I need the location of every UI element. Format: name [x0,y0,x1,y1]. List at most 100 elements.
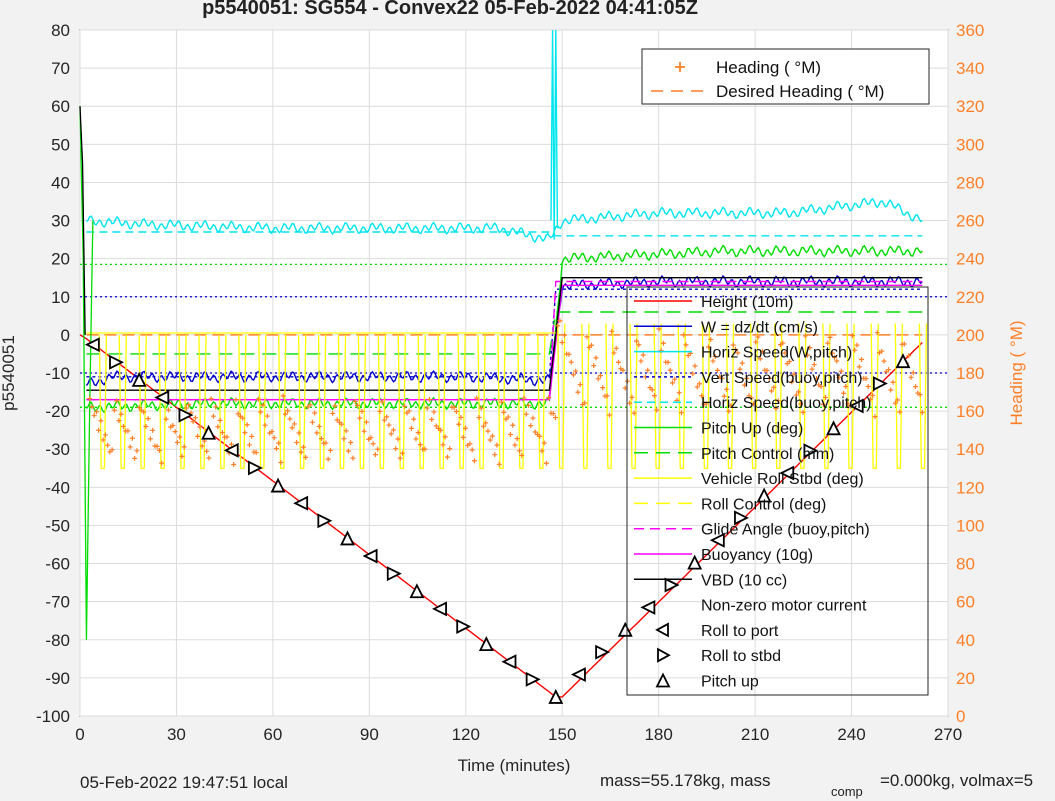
heading-marker [206,455,212,461]
heading-marker [672,376,678,382]
heading-marker [823,394,829,400]
heading-marker [381,417,387,423]
heading-marker [523,411,529,417]
heading-marker [127,444,133,450]
heading-marker [827,334,833,340]
heading-marker [278,460,284,466]
heading-marker [276,440,282,446]
y-tick-label: -70 [45,593,70,612]
heading-marker [354,402,360,408]
y-tick-label: -20 [45,402,70,421]
y-tick-label: 0 [61,326,70,345]
roll-spike [178,334,187,469]
heading-marker [181,444,187,450]
roll-marker [432,601,447,617]
roll-spike [437,334,446,469]
heading-marker [771,384,777,390]
roll-spike [317,334,327,469]
heading-marker [280,393,286,399]
heading-marker [143,424,149,430]
y-tick-label: 40 [51,173,70,192]
heading-marker [775,398,781,404]
heading-marker [888,387,894,393]
heading-marker [789,379,795,385]
heading-marker [620,367,626,373]
heading-marker [595,376,601,382]
roll-spike [477,334,486,469]
heading-marker [453,408,459,414]
heading-marker [357,415,363,421]
heading-marker [721,393,727,399]
heading-marker [850,333,856,339]
roll-marker [84,337,100,353]
roll-spike [537,334,546,469]
heading-marker [710,358,716,364]
heading-marker [474,395,480,401]
heading-marker [386,422,392,428]
axes: 0 30 60 90 120 150 180 210 240 270 80 70 60 50 40 30 20 1… [0,21,1026,775]
heading-marker [426,396,432,402]
heading-marker [289,425,295,431]
heading-marker [760,348,766,354]
heading-marker [415,430,421,436]
y2-tick-label: 140 [956,440,984,459]
heading-marker [886,367,892,373]
heading-marker [665,359,671,365]
legend-main-entry: Horiz Speed(buoy,pitch) [701,395,871,412]
y-tick-label: 70 [51,59,70,78]
y2-tick-label: 60 [956,593,975,612]
heading-marker [105,442,111,448]
heading-marker [906,353,912,359]
y2-tick-label: 320 [956,97,984,116]
roll-spike [497,334,506,469]
heading-marker [215,424,221,430]
heading-marker [516,448,522,454]
heading-marker [798,401,804,407]
y2-tick-label: 300 [956,135,984,154]
heading-marker [703,401,709,407]
heading-marker [388,431,394,437]
roll-marker [340,530,355,546]
legend-top-swatch [675,62,685,72]
series-line [86,231,923,237]
y2-tick-label: 280 [956,173,984,192]
heading-marker [737,366,743,372]
heading-marker [177,434,183,440]
roll-marker [293,495,309,511]
heading-marker [372,452,378,458]
heading-marker [782,350,788,356]
heading-marker [183,405,189,411]
y2-tick-label: 80 [956,555,975,574]
heading-marker [588,342,594,348]
heading-marker [233,397,239,403]
roll-marker [501,654,517,670]
heading-marker [332,403,338,409]
heading-marker [863,376,869,382]
heading-marker [228,441,234,447]
heading-marker [780,340,786,346]
heading-marker [159,460,165,466]
heading-marker [600,385,606,391]
footer-mass: mass=55.178kg, mass [600,771,771,790]
heading-marker [550,411,556,417]
heading-marker [132,455,138,461]
heading-marker [606,412,612,418]
heading-marker [163,416,169,422]
heading-marker [609,328,615,334]
y-tick-label: -50 [45,516,70,535]
heading-marker [629,394,635,400]
heading-marker [480,423,486,429]
y2-tick-label: 260 [956,212,984,231]
heading-marker [613,345,619,351]
heading-marker [341,436,347,442]
heading-marker [287,416,293,422]
legend-main-entry: Glide Angle (buoy,pitch) [701,522,870,539]
heading-marker [584,334,590,340]
heading-marker [408,425,414,431]
roll-spike [557,323,566,469]
heading-marker [402,403,408,409]
heading-marker [456,421,462,427]
roll-spike [218,334,227,469]
heading-marker [485,428,491,434]
y-tick-label: -80 [45,631,70,650]
